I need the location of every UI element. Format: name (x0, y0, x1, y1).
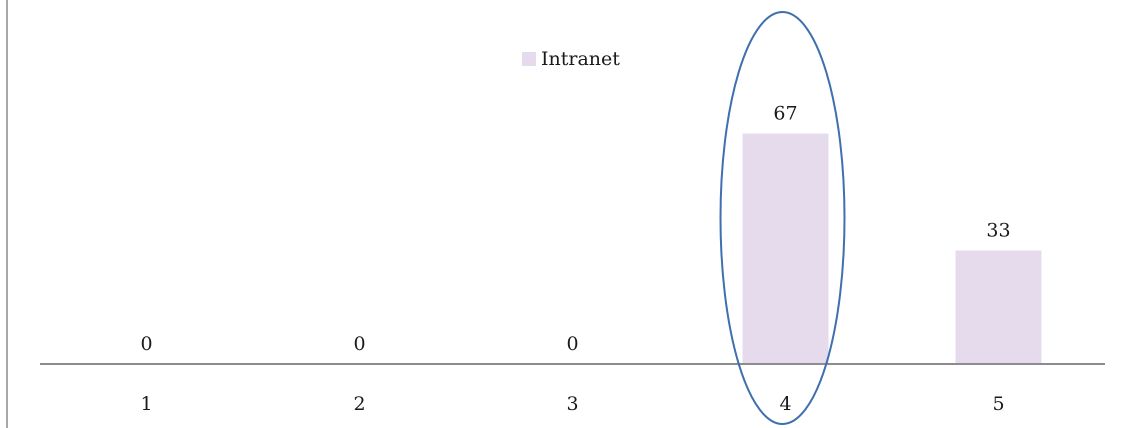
legend-swatch-intranet (522, 52, 536, 66)
legend-label-intranet: Intranet (541, 48, 620, 70)
data-label-5: 33 (986, 220, 1010, 242)
data-label-4: 67 (773, 103, 797, 125)
x-tick-label-1: 1 (140, 393, 152, 415)
bar-4 (742, 133, 829, 364)
x-tick-labels: 1 2 3 4 5 (140, 393, 1004, 415)
x-tick-label-3: 3 (566, 393, 578, 415)
data-label-3: 0 (566, 333, 578, 355)
data-label-2: 0 (353, 333, 365, 355)
bars (742, 133, 1042, 364)
x-tick-label-2: 2 (353, 393, 365, 415)
highlight-ellipse (719, 11, 846, 425)
bar-5 (955, 250, 1042, 364)
data-label-1: 0 (140, 333, 152, 355)
legend: Intranet (522, 48, 620, 70)
x-tick-label-5: 5 (992, 393, 1004, 415)
x-tick-label-4: 4 (779, 393, 791, 415)
data-labels: 0 0 0 67 33 (140, 103, 1010, 356)
